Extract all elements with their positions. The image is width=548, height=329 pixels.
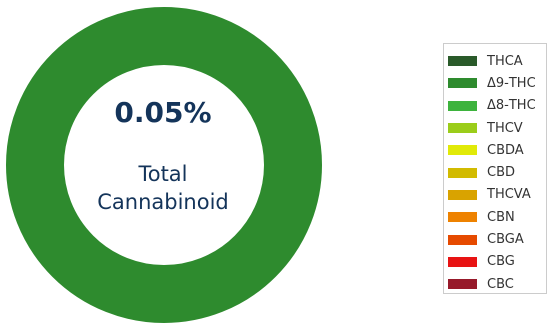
legend-label: CBC	[487, 276, 514, 292]
legend-swatch	[448, 100, 477, 111]
legend-swatch	[448, 145, 477, 156]
legend-label: Δ8-THC	[487, 98, 536, 114]
legend-swatch	[448, 167, 477, 178]
legend-label: CBG	[487, 254, 515, 270]
legend-item[interactable]: CBD	[444, 161, 546, 183]
legend-item[interactable]: THCV	[444, 117, 546, 139]
legend-swatch	[448, 189, 477, 200]
total-cannabinoid-label: Total Cannabinoid	[58, 160, 268, 216]
legend-swatch	[448, 279, 477, 290]
legend-item[interactable]: Δ8-THC	[444, 95, 546, 117]
legend-item[interactable]: CBDA	[444, 139, 546, 161]
legend-item[interactable]: Δ9-THC	[444, 72, 546, 94]
legend-label: THCA	[487, 53, 523, 69]
legend: THCA Δ9-THC Δ8-THC THCV CBDA CBD THCVA CBN CBGA C…	[443, 43, 547, 294]
legend-swatch	[448, 78, 477, 89]
legend-swatch	[448, 234, 477, 245]
legend-label: THCV	[487, 120, 523, 136]
legend-label: Δ9-THC	[487, 75, 536, 91]
legend-swatch	[448, 256, 477, 267]
legend-label: CBGA	[487, 232, 524, 248]
legend-label: THCVA	[487, 187, 531, 203]
legend-item[interactable]: CBC	[444, 273, 546, 295]
legend-label: CBDA	[487, 142, 524, 158]
legend-swatch	[448, 212, 477, 223]
center-label-line-1: Total	[138, 162, 188, 186]
legend-swatch	[448, 123, 477, 134]
legend-item[interactable]: CBGA	[444, 228, 546, 250]
legend-item[interactable]: THCVA	[444, 184, 546, 206]
legend-label: CBN	[487, 209, 515, 225]
legend-item[interactable]: CBN	[444, 206, 546, 228]
donut-slice[interactable]	[6, 7, 322, 323]
total-percentage: 0.05%	[114, 96, 212, 129]
center-label-line-2: Cannabinoid	[97, 190, 229, 214]
legend-item[interactable]: CBG	[444, 251, 546, 273]
legend-item[interactable]: THCA	[444, 50, 546, 72]
legend-label: CBD	[487, 165, 516, 181]
legend-swatch	[448, 56, 477, 67]
donut-chart	[6, 7, 322, 323]
donut-slices	[6, 7, 322, 323]
